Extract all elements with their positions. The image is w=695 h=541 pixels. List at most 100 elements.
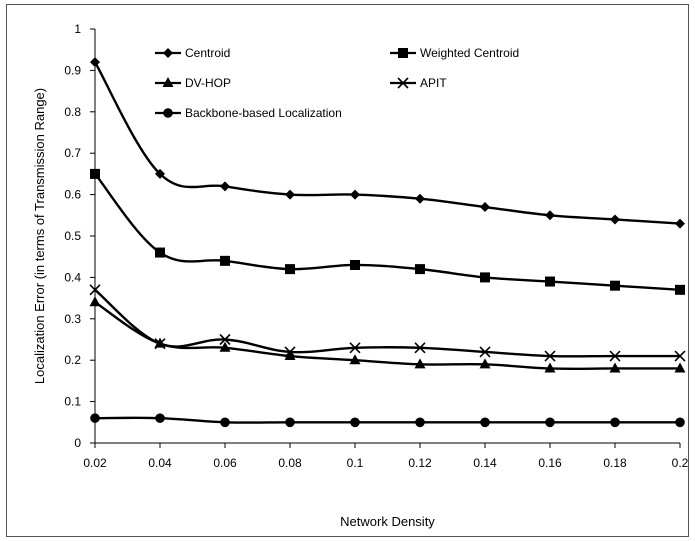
- series-square: [90, 168, 685, 295]
- data-point-x: [544, 350, 556, 362]
- data-point-x: [284, 346, 296, 358]
- legend-item: Backbone-based Localization: [155, 106, 342, 120]
- x-tick-label: 0.06: [213, 456, 237, 470]
- x-tick-label: 0.1: [347, 456, 364, 470]
- data-point-square: [285, 264, 295, 275]
- data-point-diamond: [90, 57, 100, 68]
- data-point-triangle: [89, 296, 101, 307]
- y-tick-label: 0.8: [64, 105, 81, 119]
- data-point-x: [349, 342, 361, 354]
- legend-marker-x: [397, 77, 409, 89]
- legend-marker-diamond: [163, 48, 173, 58]
- data-point-circle: [285, 417, 295, 428]
- chart-frame: 0 0.1 0.2 0.3 0.4 0.5 0.6 0.7 0.8 0.9 1 0.02 0.04 0.0…: [6, 4, 689, 537]
- line-chart: 0 0.1 0.2 0.3 0.4 0.5 0.6 0.7 0.8 0.9 1 0.02 0.04 0.0…: [32, 22, 689, 529]
- data-point-triangle: [674, 362, 686, 373]
- y-tick-label: 0.5: [64, 229, 81, 243]
- legend-marker-triangle: [162, 77, 174, 87]
- series-line: [93, 61, 681, 225]
- data-point-circle: [350, 417, 360, 428]
- data-point-triangle: [414, 358, 426, 369]
- y-tick-label: 0.9: [64, 63, 81, 77]
- series-line: [94, 301, 681, 371]
- data-point-square: [90, 168, 100, 179]
- data-point-x: [154, 338, 166, 350]
- series-line: [94, 173, 681, 292]
- data-point-circle: [415, 417, 425, 428]
- data-point-square: [675, 284, 685, 295]
- x-tick-label: 0.02: [83, 456, 107, 470]
- data-point-square: [545, 276, 555, 287]
- data-point-triangle: [349, 354, 361, 365]
- data-point-circle: [155, 413, 165, 423]
- x-tick-label: 0.18: [603, 456, 627, 470]
- data-point-triangle: [479, 358, 491, 369]
- data-point-square: [415, 264, 425, 275]
- data-point-x: [89, 284, 101, 296]
- data-point-circle: [545, 417, 555, 428]
- y-tick-label: 0.2: [64, 353, 81, 367]
- legend-label: Backbone-based Localization: [185, 106, 342, 120]
- legend-item: DV-HOP: [155, 76, 231, 90]
- series-layer: [89, 57, 686, 428]
- series-diamond: [90, 57, 685, 229]
- data-point-diamond: [545, 210, 555, 221]
- y-axis-title: Localization Error (in terms of Transmis…: [32, 88, 47, 384]
- legend-label: Weighted Centroid: [420, 46, 519, 60]
- legend-item: Centroid: [155, 46, 230, 60]
- legend-label: Centroid: [185, 46, 230, 60]
- legend: Centroid Weighted Centroid DV-HOP APIT Backb…: [155, 46, 519, 120]
- x-tick-label: 0.08: [278, 456, 302, 470]
- x-tick-label: 0.2: [672, 456, 689, 470]
- data-point-diamond: [480, 202, 490, 213]
- legend-item: Weighted Centroid: [390, 46, 519, 60]
- y-tick-label: 0.7: [64, 146, 81, 160]
- data-point-square: [350, 259, 360, 270]
- y-tick-label: 0: [74, 436, 81, 450]
- series-x: [89, 284, 686, 362]
- axes: 0 0.1 0.2 0.3 0.4 0.5 0.6 0.7 0.8 0.9 1 0.02 0.04 0.0…: [64, 22, 688, 470]
- data-point-square: [155, 247, 165, 258]
- data-point-square: [480, 272, 490, 283]
- data-point-square: [610, 280, 620, 291]
- y-tick-label: 0.3: [64, 312, 81, 326]
- data-point-x: [479, 346, 491, 358]
- series-line: [94, 288, 680, 358]
- x-axis-title: Network Density: [340, 514, 435, 529]
- data-point-circle: [90, 413, 100, 423]
- data-point-diamond: [675, 218, 685, 229]
- data-point-x: [219, 333, 231, 346]
- legend-label: APIT: [420, 76, 447, 90]
- legend-label: DV-HOP: [185, 76, 231, 90]
- legend-marker-circle: [163, 108, 173, 118]
- data-point-circle: [610, 417, 620, 428]
- y-tick-label: 0.1: [64, 395, 81, 409]
- data-point-triangle: [609, 362, 621, 373]
- data-point-circle: [675, 417, 685, 428]
- data-point-triangle: [284, 350, 296, 361]
- series-line: [94, 416, 680, 424]
- y-tick-label: 1: [74, 22, 81, 36]
- data-point-square: [220, 255, 230, 266]
- series-triangle: [89, 296, 686, 373]
- series-circle: [90, 413, 685, 428]
- data-point-triangle: [219, 341, 231, 352]
- y-tick-label: 0.6: [64, 188, 81, 202]
- data-point-diamond: [155, 168, 165, 179]
- data-point-diamond: [415, 193, 425, 204]
- legend-item: APIT: [390, 76, 447, 90]
- data-point-triangle: [544, 362, 556, 373]
- data-point-circle: [480, 417, 490, 428]
- data-point-x: [609, 350, 621, 362]
- data-point-diamond: [610, 214, 620, 225]
- data-point-x: [674, 350, 686, 362]
- x-tick-label: 0.16: [538, 456, 562, 470]
- data-point-circle: [220, 417, 230, 428]
- x-tick-label: 0.14: [473, 456, 497, 470]
- x-tick-label: 0.12: [408, 456, 432, 470]
- x-tick-label: 0.04: [148, 456, 172, 470]
- data-point-diamond: [220, 181, 230, 192]
- data-point-x: [414, 342, 426, 354]
- y-tick-label: 0.4: [64, 270, 81, 284]
- legend-marker-square: [398, 48, 408, 58]
